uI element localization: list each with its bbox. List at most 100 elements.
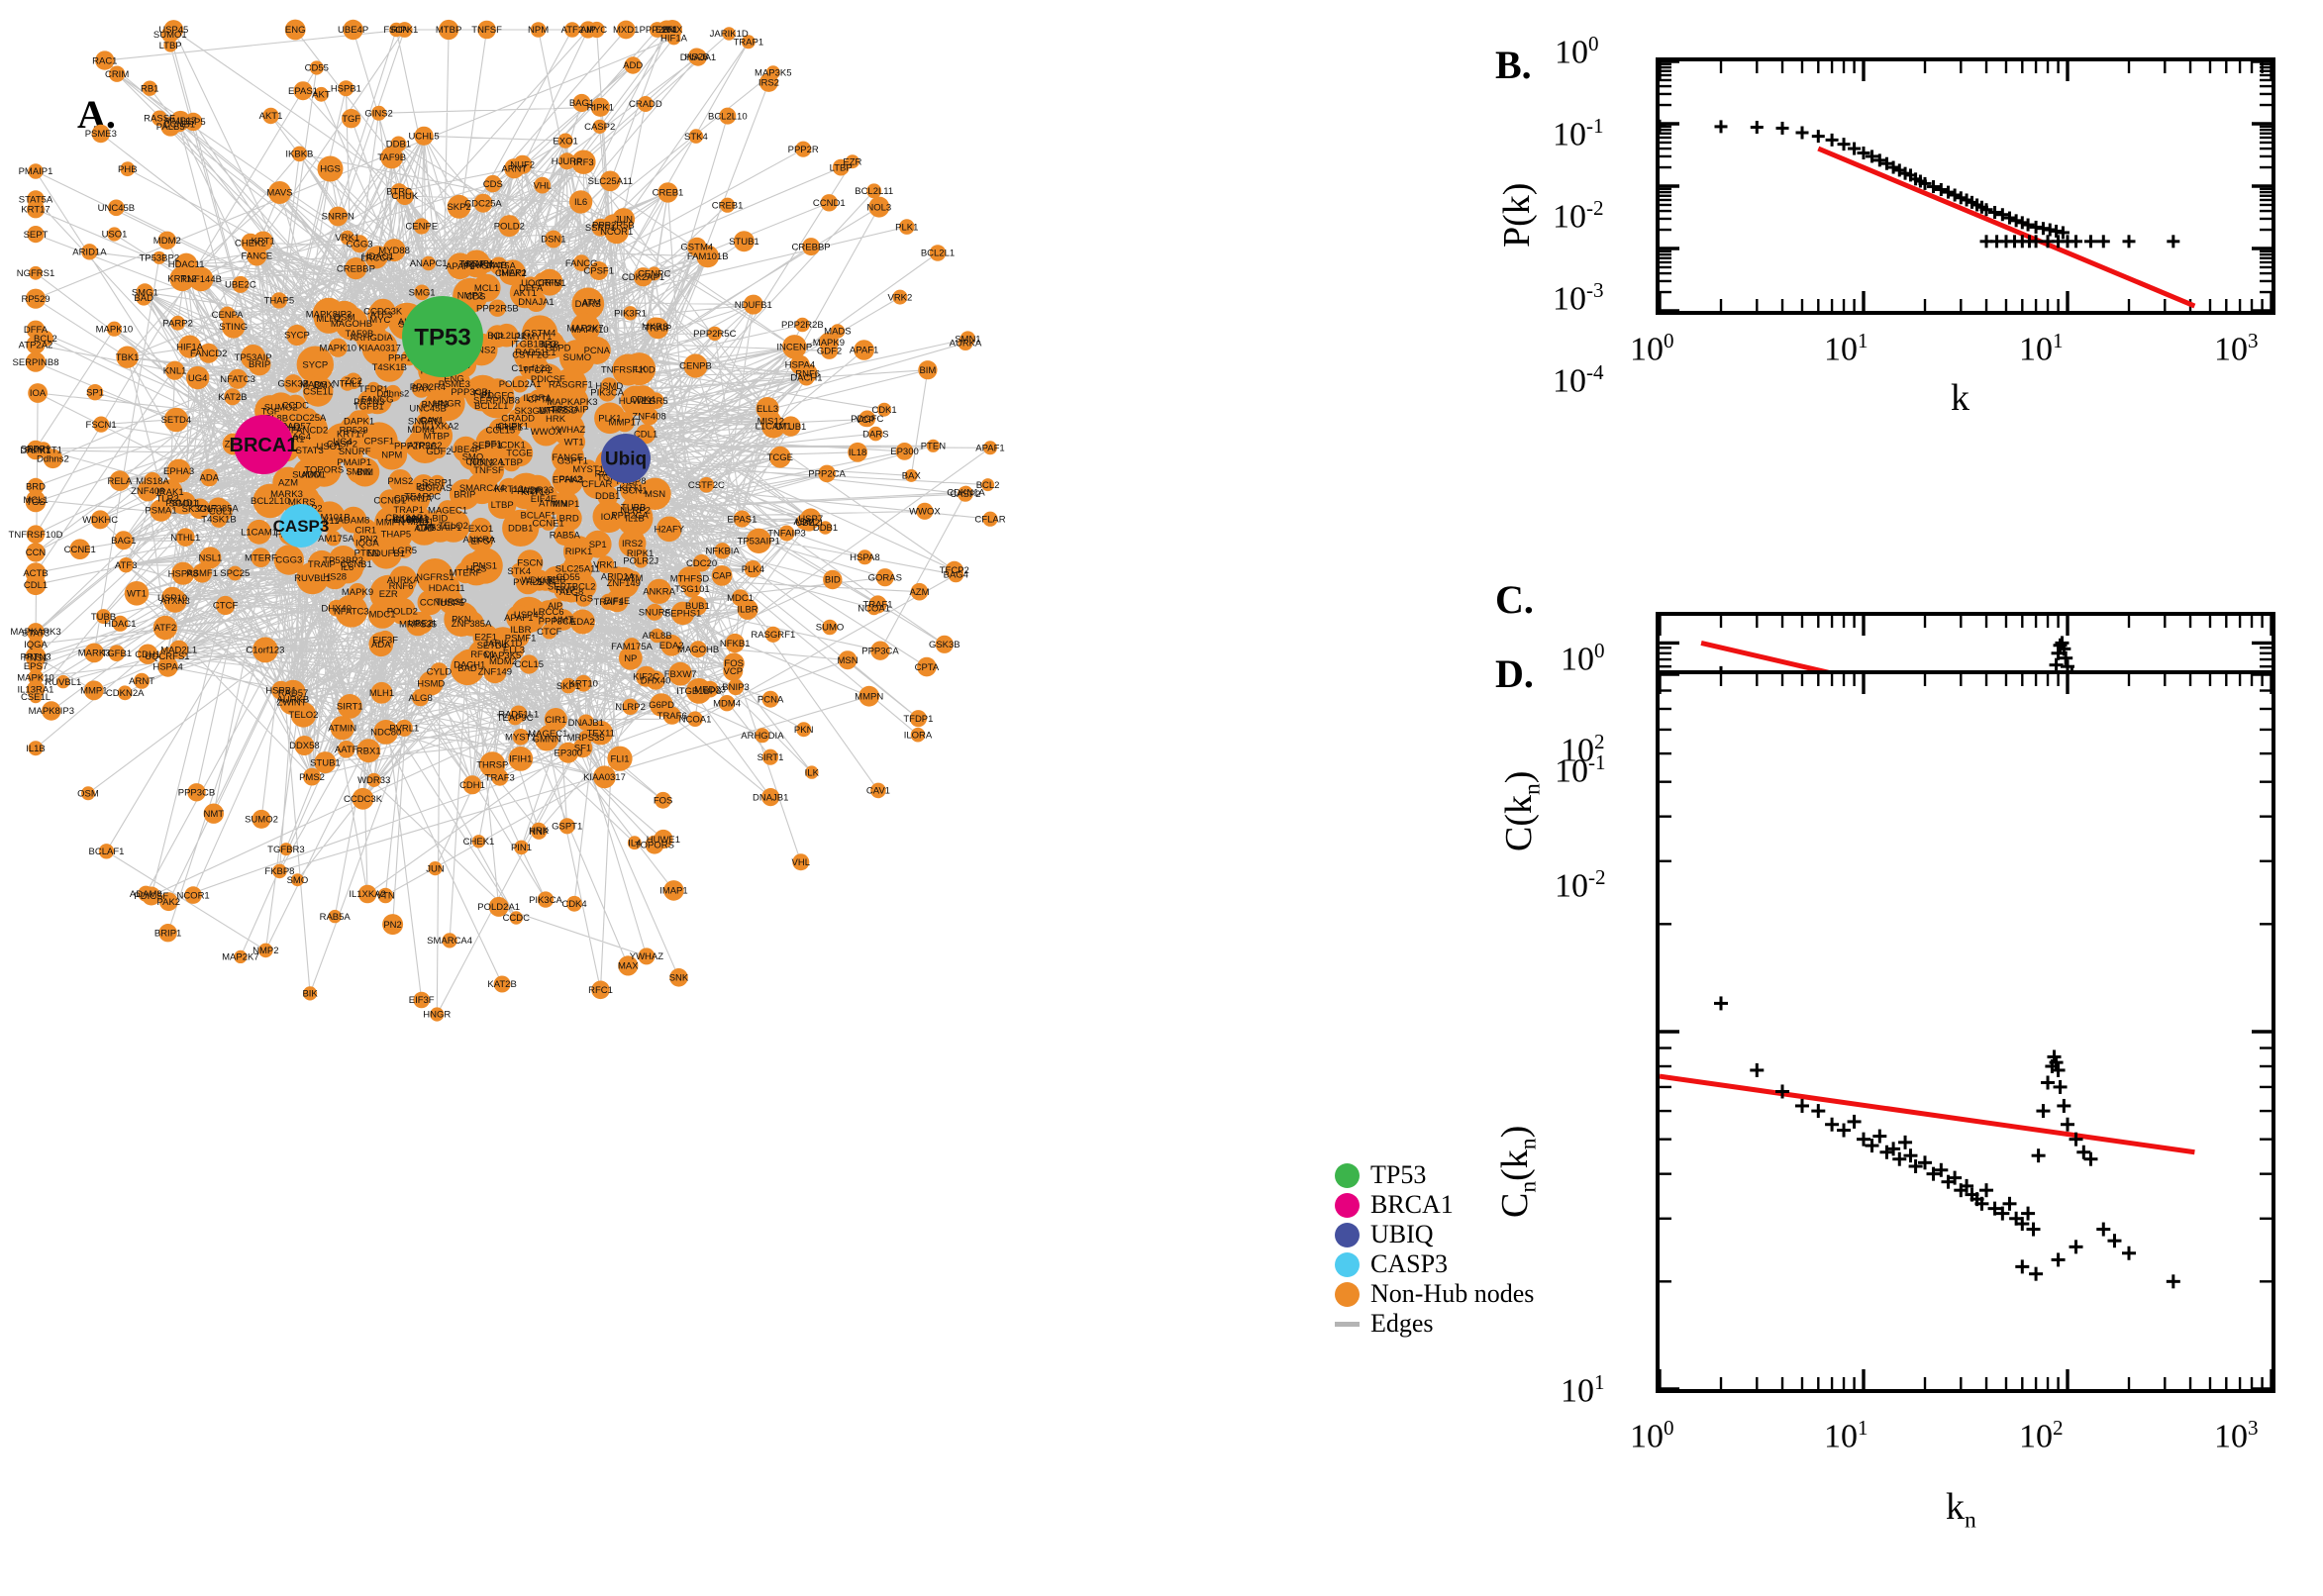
network-node[interactable] (554, 367, 588, 401)
network-node[interactable] (163, 407, 189, 433)
network-node[interactable] (377, 887, 393, 904)
network-node[interactable] (337, 694, 362, 719)
network-node[interactable] (352, 787, 374, 810)
network-node[interactable] (227, 565, 243, 581)
network-node[interactable] (744, 560, 762, 578)
network-node[interactable] (171, 561, 195, 585)
network-node[interactable] (574, 674, 592, 692)
network-node[interactable] (647, 317, 669, 340)
hub-circle-casp3[interactable] (279, 504, 323, 548)
network-node[interactable] (366, 772, 381, 788)
network-node[interactable] (347, 554, 366, 574)
network-node[interactable] (90, 510, 110, 530)
network-node[interactable] (439, 19, 459, 41)
network-node[interactable] (733, 231, 755, 252)
network-node[interactable] (25, 351, 47, 372)
network-node[interactable] (646, 670, 665, 690)
network-node[interactable] (461, 384, 477, 400)
network-node[interactable] (656, 516, 682, 543)
network-node[interactable] (511, 375, 529, 393)
network-node[interactable] (374, 351, 405, 382)
network-node[interactable] (91, 124, 111, 144)
network-node[interactable] (866, 601, 881, 616)
network-node[interactable] (370, 681, 393, 704)
network-node[interactable] (414, 284, 430, 301)
network-node[interactable] (560, 677, 576, 694)
network-node[interactable] (29, 690, 43, 704)
network-node[interactable] (910, 582, 929, 601)
network-node[interactable] (761, 748, 779, 765)
network-node[interactable] (296, 346, 334, 383)
network-node[interactable] (547, 611, 567, 631)
network-node[interactable] (633, 553, 649, 568)
network-node[interactable] (537, 891, 555, 908)
network-node[interactable] (556, 505, 582, 532)
network-node[interactable] (845, 154, 859, 169)
network-node[interactable] (106, 321, 122, 337)
network-node[interactable] (854, 340, 874, 360)
network-node[interactable] (279, 843, 293, 856)
network-node[interactable] (421, 255, 437, 271)
network-node[interactable] (650, 628, 664, 644)
network-node[interactable] (633, 267, 654, 287)
network-node[interactable] (909, 710, 928, 728)
network-node[interactable] (84, 643, 104, 663)
network-node[interactable] (566, 895, 582, 912)
network-node[interactable] (590, 97, 610, 117)
network-node[interactable] (410, 611, 434, 635)
network-node[interactable] (866, 183, 882, 199)
network-node[interactable] (561, 449, 584, 472)
network-node[interactable] (124, 581, 150, 606)
network-node[interactable] (116, 346, 139, 368)
network-node[interactable] (232, 275, 250, 293)
network-node[interactable] (27, 624, 45, 642)
hub-node-casp3[interactable]: CASP3 (273, 504, 330, 548)
network-node[interactable] (579, 290, 604, 315)
network-node[interactable] (247, 519, 271, 545)
network-node[interactable] (646, 603, 663, 621)
network-node[interactable] (198, 343, 219, 363)
network-node[interactable] (875, 568, 894, 587)
network-node[interactable] (583, 530, 612, 558)
network-node[interactable] (568, 190, 593, 214)
network-node[interactable] (395, 719, 413, 737)
network-node[interactable] (184, 886, 202, 904)
network-node[interactable] (290, 873, 304, 887)
network-node[interactable] (858, 685, 880, 707)
network-node[interactable] (545, 230, 562, 249)
network-node[interactable] (508, 472, 545, 510)
network-node[interactable] (284, 19, 306, 41)
network-node[interactable] (272, 863, 287, 879)
network-node[interactable] (81, 244, 98, 260)
network-node[interactable] (502, 452, 521, 472)
network-node[interactable] (69, 539, 90, 559)
network-node[interactable] (870, 641, 890, 660)
network-node[interactable] (484, 174, 502, 193)
network-node[interactable] (98, 844, 115, 859)
network-node[interactable] (252, 637, 278, 663)
network-node[interactable] (27, 477, 45, 495)
network-node[interactable] (541, 515, 556, 531)
network-node[interactable] (447, 194, 471, 219)
network-node[interactable] (868, 196, 890, 218)
network-node[interactable] (795, 141, 812, 157)
network-node[interactable] (624, 56, 642, 74)
network-node[interactable] (356, 739, 381, 763)
network-node[interactable] (86, 384, 104, 401)
network-node[interactable] (280, 679, 306, 706)
network-node[interactable] (627, 836, 642, 850)
network-node[interactable] (364, 246, 388, 269)
network-node[interactable] (683, 579, 701, 598)
network-node[interactable] (572, 254, 590, 271)
network-node[interactable] (158, 892, 178, 912)
network-node[interactable] (473, 193, 493, 213)
network-node[interactable] (512, 729, 530, 746)
network-node[interactable] (248, 352, 271, 376)
network-node[interactable] (312, 297, 346, 331)
network-node[interactable] (342, 109, 361, 129)
network-node[interactable] (755, 728, 770, 744)
network-node[interactable] (442, 933, 457, 948)
network-node[interactable] (666, 31, 681, 46)
network-node[interactable] (480, 395, 502, 417)
network-node[interactable] (558, 152, 576, 170)
